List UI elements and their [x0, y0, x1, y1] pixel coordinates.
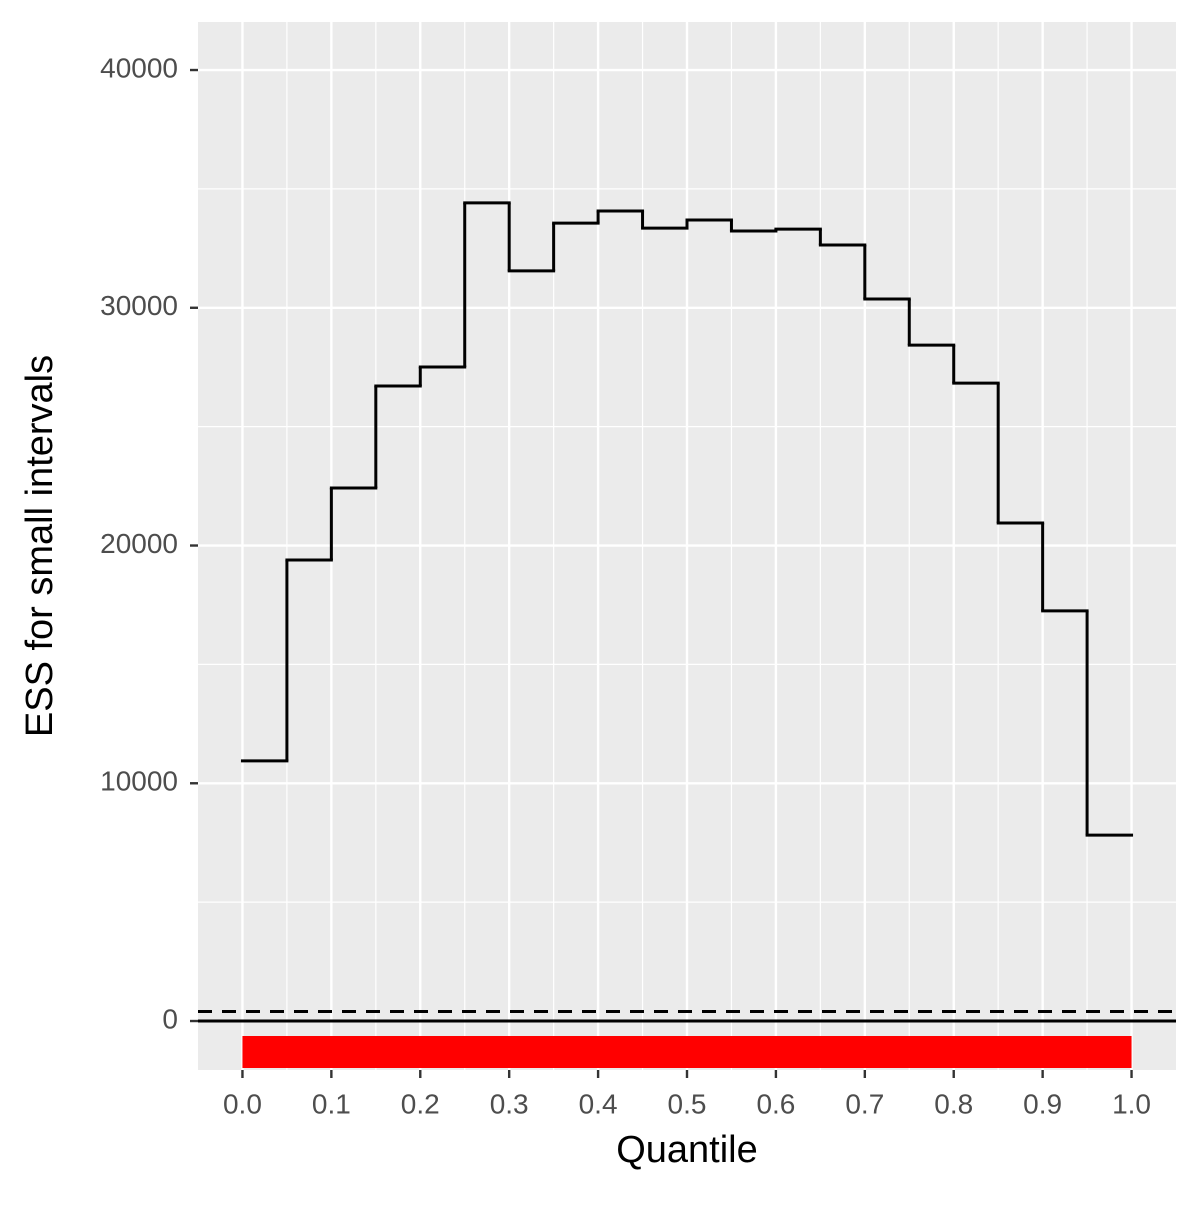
x-tick-label: 0.0 — [223, 1088, 262, 1119]
x-axis-title: Quantile — [616, 1129, 758, 1171]
x-tick-label: 0.8 — [934, 1088, 973, 1119]
y-tick-label: 10000 — [100, 766, 178, 797]
x-tick-label: 1.0 — [1112, 1088, 1151, 1119]
x-tick-label: 0.7 — [845, 1088, 884, 1119]
x-tick-label: 0.6 — [756, 1088, 795, 1119]
marks — [198, 201, 1176, 1023]
y-tick-label: 20000 — [100, 528, 178, 559]
x-tick-label: 0.4 — [579, 1088, 618, 1119]
x-tick-label: 0.1 — [312, 1088, 351, 1119]
x-tick-label: 0.3 — [490, 1088, 529, 1119]
rug — [242, 1036, 1132, 1068]
y-tick-label: 0 — [162, 1003, 178, 1034]
x-tick-label: 0.5 — [668, 1088, 707, 1119]
y-tick-label: 40000 — [100, 52, 178, 83]
x-tick-label: 0.2 — [401, 1088, 440, 1119]
y-axis-title: ESS for small intervals — [19, 355, 61, 737]
y-tick-label: 30000 — [100, 290, 178, 321]
x-tick-label: 0.9 — [1023, 1088, 1062, 1119]
